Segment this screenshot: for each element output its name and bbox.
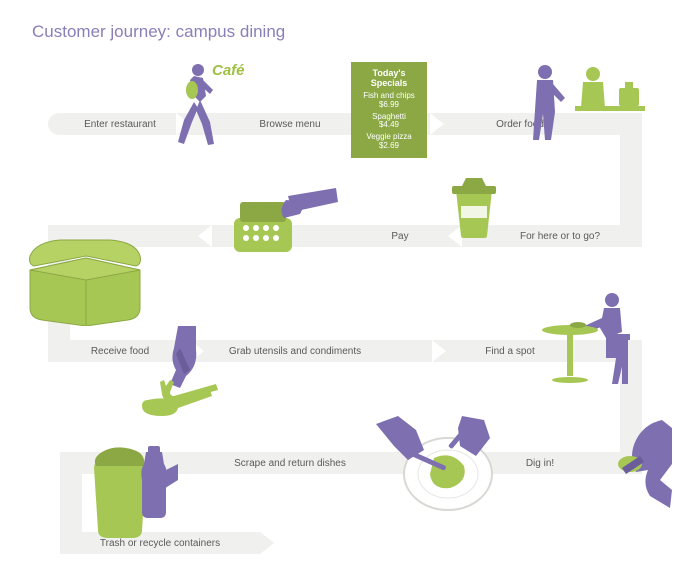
menu-item-price: $4.49	[355, 121, 423, 130]
step-enter: Enter restaurant	[70, 119, 170, 130]
step-utensil: Grab utensils and condiments	[210, 346, 380, 357]
hand-utensils-icon	[140, 326, 220, 426]
step-spot: Find a spot	[470, 346, 550, 357]
menu-item-name: Spaghetti	[372, 112, 406, 121]
plate-scrape-icon	[376, 416, 496, 516]
menu-board: Today's Specials Fish and chips $6.99 Sp…	[351, 62, 427, 158]
menu-item-price: $2.69	[355, 142, 423, 151]
menu-item-1: Spaghetti $4.49	[355, 113, 423, 131]
eating-hand-icon	[592, 420, 672, 510]
step-pay: Pay	[375, 231, 425, 242]
order-counter-icon	[525, 62, 645, 142]
menu-item-name: Fish and chips	[363, 91, 415, 100]
menu-item-0: Fish and chips $6.99	[355, 92, 423, 110]
path-arrow-end	[260, 532, 274, 554]
takeout-box-icon	[20, 236, 150, 326]
step-scrape: Scrape and return dishes	[215, 458, 365, 469]
step-herego: For here or to go?	[500, 231, 620, 242]
step-browse: Browse menu	[245, 119, 335, 130]
menu-item-2: Veggie pizza $2.69	[355, 133, 423, 151]
coffee-cup-icon	[452, 178, 496, 238]
menu-item-name: Veggie pizza	[366, 132, 411, 141]
card-reader-icon	[228, 188, 338, 258]
trash-bottle-icon	[88, 446, 178, 540]
page-title: Customer journey: campus dining	[32, 22, 285, 42]
step-digin: Dig in!	[510, 458, 570, 469]
menu-title: Today's Specials	[355, 68, 423, 88]
seated-person-icon	[540, 288, 650, 388]
walking-person-icon	[170, 62, 220, 147]
menu-item-price: $6.99	[355, 101, 423, 110]
